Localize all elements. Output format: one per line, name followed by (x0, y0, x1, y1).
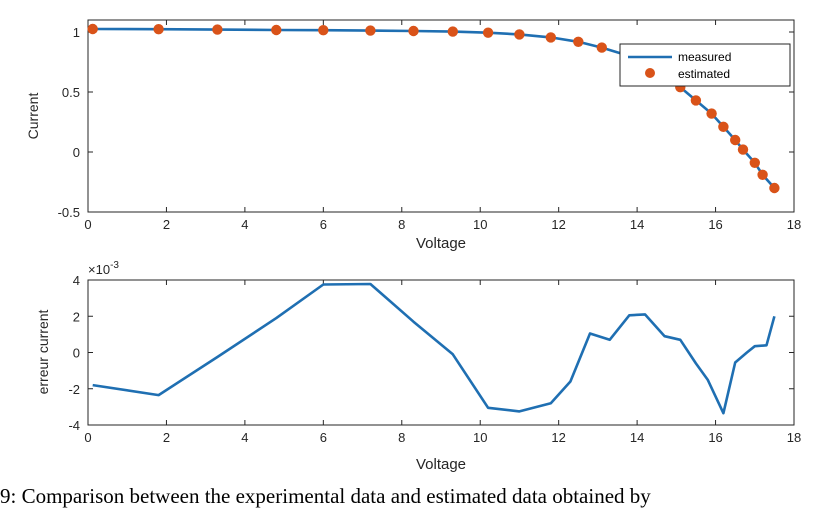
x-tick-label: 18 (787, 217, 801, 232)
y-tick-label: -0.5 (58, 205, 80, 220)
data-point-estimated (730, 134, 741, 146)
x-tick-label: 2 (163, 217, 170, 232)
x-tick-label: 12 (551, 430, 565, 445)
top-plot: 0 2 4 6 8 10 12 14 16 18 -0.5 0 0.5 1 Voltage Curren… (25, 19, 801, 252)
x-tick-label: 4 (241, 217, 248, 232)
bottom-plot: 0 2 4 6 8 10 12 14 16 18 -4 -2 0 2 4 ×10-3 Voltage er… (35, 260, 801, 473)
data-point-estimated (87, 23, 98, 35)
y-tick-label: 0 (73, 346, 80, 361)
data-point-estimated (718, 121, 729, 132)
data-point-estimated (447, 26, 458, 37)
x-tick-label: 2 (163, 430, 170, 445)
data-point-estimated (749, 157, 760, 168)
x-tick-label: 16 (708, 217, 722, 232)
x-tick-label: 18 (787, 430, 801, 445)
data-point-estimated (757, 169, 768, 180)
bottom-plot-x-label: Voltage (416, 456, 466, 473)
bottom-plot-y-label: erreur current (35, 309, 51, 394)
y-tick-label: 1 (73, 25, 80, 40)
series-line-error (92, 282, 776, 415)
figure-caption: 9: Comparison between the experimental d… (0, 484, 651, 508)
x-tick-label: 12 (551, 217, 565, 232)
data-point-estimated (212, 24, 223, 35)
data-point-estimated (514, 29, 525, 40)
data-point-estimated (737, 144, 749, 155)
top-plot-legend: measured estimated (619, 43, 791, 87)
legend-box (619, 43, 791, 87)
x-tick-label: 6 (320, 217, 327, 232)
x-tick-label: 14 (630, 430, 644, 445)
data-point-estimated (318, 25, 329, 36)
data-point-estimated (706, 108, 717, 119)
bottom-plot-x-ticks: 0 2 4 6 8 10 12 14 16 18 (84, 280, 801, 445)
legend-estimated-swatch (645, 68, 655, 78)
data-point-estimated (769, 182, 780, 194)
x-tick-label: 0 (84, 430, 91, 445)
x-tick-label: 6 (320, 430, 327, 445)
x-tick-label: 10 (473, 217, 487, 232)
x-tick-label: 14 (630, 217, 644, 232)
x-tick-label: 8 (398, 430, 405, 445)
data-point-estimated (545, 32, 556, 43)
data-point-estimated (482, 27, 494, 38)
y-tick-label: -2 (68, 382, 80, 397)
top-plot-y-ticks: -0.5 0 0.5 1 (58, 25, 794, 220)
data-point-estimated (271, 24, 282, 36)
bottom-plot-series (92, 282, 776, 415)
top-plot-y-label: Current (25, 93, 41, 140)
y-tick-label: 4 (73, 273, 80, 288)
x-tick-label: 16 (708, 430, 722, 445)
legend-estimated-label: estimated (678, 67, 730, 81)
data-point-estimated (365, 25, 376, 36)
data-point-estimated (408, 25, 419, 37)
y-tick-label: 0.5 (62, 85, 80, 100)
y-tick-label: -4 (68, 418, 80, 433)
legend-measured-label: measured (678, 50, 731, 64)
data-point-estimated (573, 36, 584, 47)
top-plot-x-label: Voltage (416, 235, 466, 252)
x-tick-label: 4 (241, 430, 248, 445)
data-point-estimated (153, 24, 164, 35)
bottom-plot-y-ticks: -4 -2 0 2 4 (68, 273, 794, 433)
y-tick-label: 2 (73, 309, 80, 324)
top-plot-axes-box (87, 19, 795, 213)
y-tick-label: 0 (73, 145, 80, 160)
x-tick-label: 10 (473, 430, 487, 445)
data-point-estimated (596, 42, 607, 53)
bottom-plot-exponent-label: ×10-3 (88, 260, 119, 277)
x-tick-label: 0 (84, 217, 91, 232)
data-point-estimated (690, 95, 702, 106)
top-plot-x-ticks: 0 2 4 6 8 10 12 14 16 18 (84, 20, 801, 232)
x-tick-label: 8 (398, 217, 405, 232)
